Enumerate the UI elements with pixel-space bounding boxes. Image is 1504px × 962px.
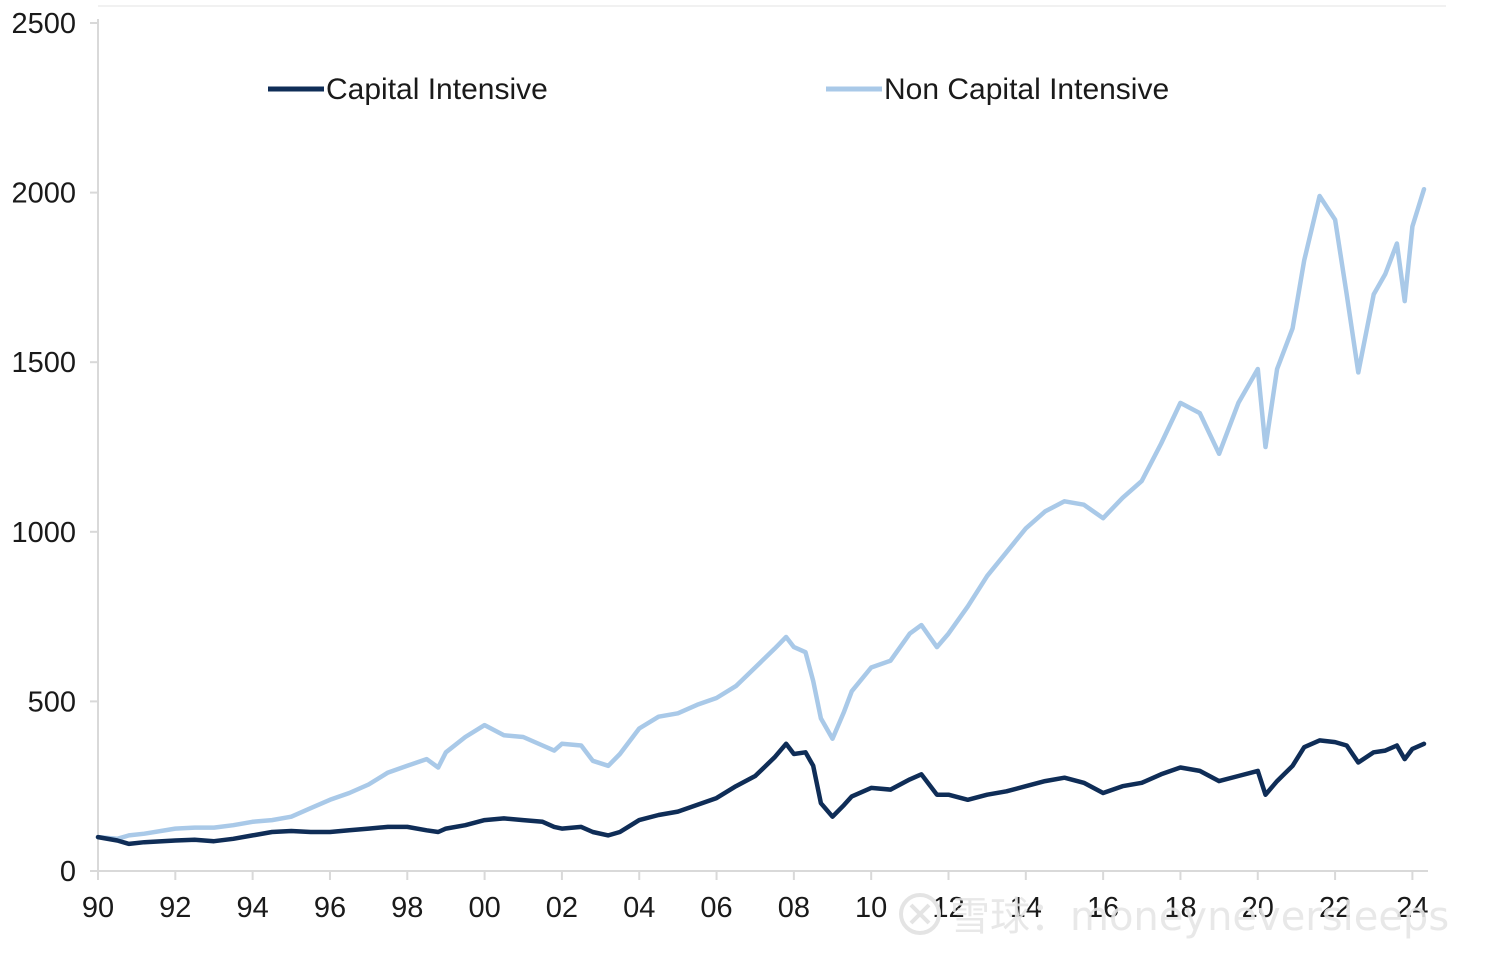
watermark-logo — [899, 893, 941, 935]
x-tick-label: 14 — [1010, 892, 1042, 924]
legend: Capital Intensive Non Capital Intensive — [268, 73, 1169, 106]
x-tick-label: 20 — [1242, 892, 1274, 924]
x-tick-label: 10 — [855, 892, 887, 924]
x-tick-label: 00 — [468, 892, 500, 924]
x-tick-label: 16 — [1087, 892, 1119, 924]
x-tick-label: 18 — [1164, 892, 1196, 924]
x-tick-label: 04 — [623, 892, 655, 924]
x-tick-label: 06 — [700, 892, 732, 924]
x-tick-label: 98 — [391, 892, 423, 924]
x-tick-label: 24 — [1396, 892, 1428, 924]
x-tick-label: 90 — [82, 892, 114, 924]
y-tick-label: 500 — [28, 686, 76, 718]
y-tick-label: 2000 — [11, 178, 76, 210]
legend-entry-non-capital-intensive: Non Capital Intensive — [826, 73, 1169, 106]
series-line-capital-intensive — [95, 738, 1427, 847]
x-tick-label: 94 — [237, 892, 269, 924]
y-axis: 0 500 1000 1500 2000 2500 — [11, 8, 99, 888]
x-tick-label: 96 — [314, 892, 346, 924]
series-line-non-capital-intensive — [95, 186, 1427, 842]
x-tick-label: 08 — [778, 892, 810, 924]
x-tick-label: 02 — [546, 892, 578, 924]
y-tick-label: 0 — [60, 856, 76, 888]
y-tick-label: 1000 — [11, 517, 76, 549]
y-tick-label: 2500 — [11, 8, 76, 40]
watermark-text: 雪球：moneyneversleeps — [950, 894, 1449, 940]
legend-entry-capital-intensive: Capital Intensive — [268, 73, 548, 106]
legend-label: Non Capital Intensive — [884, 73, 1169, 106]
x-tick-label: 92 — [159, 892, 191, 924]
x-axis: 90 92 94 96 98 00 02 04 06 08 10 12 14 16 18 20 22 24 — [82, 870, 1429, 924]
y-tick-label: 1500 — [11, 347, 76, 379]
x-tick-label: 22 — [1319, 892, 1351, 924]
watermark: 雪球：moneyneversleeps — [899, 893, 1449, 940]
series-layer — [95, 186, 1427, 847]
legend-label: Capital Intensive — [326, 73, 548, 106]
